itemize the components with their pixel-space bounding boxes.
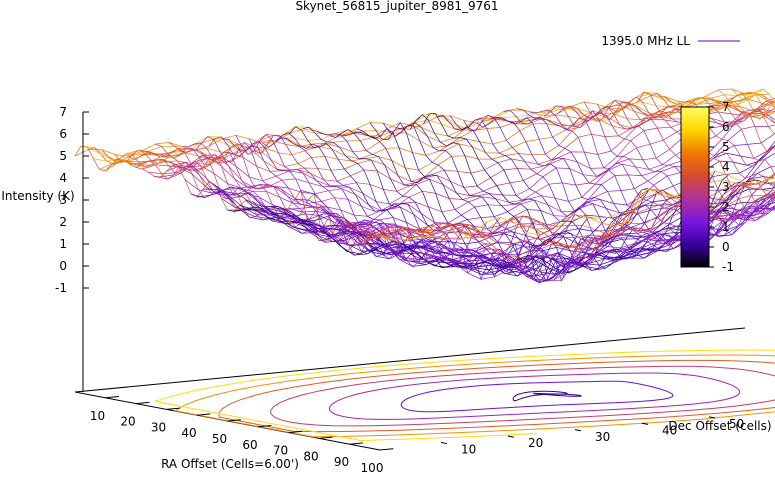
contour-line [270,365,775,427]
contour-line [400,380,674,413]
x-tick [166,407,180,410]
mesh-line [239,187,775,275]
y-tick-label: 40 [662,423,677,437]
y-tick-label: 10 [461,443,476,457]
mesh-line [233,179,775,274]
x-tick-label: 80 [303,449,318,463]
colorbar-tick-label: 1 [722,220,730,234]
mesh-line [87,90,758,161]
x-tick [105,396,119,399]
colorbar-tick-label: 0 [722,240,730,254]
z-axis: -1 0 1 2 3 4 5 6 7 [55,105,89,392]
mesh-line [129,102,775,182]
chart-title: Skynet_56815_jupiter_8981_9761 [295,0,498,13]
colorbar-tick-label: 2 [722,200,730,214]
mesh-line [610,103,775,188]
contour-line [154,349,775,442]
y-axis-label: Dec Offset (cells) [668,419,771,433]
colorbar-tick-label: 3 [722,180,730,194]
y-tick-label: 20 [528,436,543,450]
x-tick-label: 90 [334,455,349,469]
mesh-line [318,206,775,281]
colorbar-gradient [680,106,710,268]
x-tick [379,448,394,451]
mesh-line [503,109,775,239]
x-tick-label: 50 [212,432,227,446]
contour-line [328,372,741,420]
x-tick-label: 20 [120,415,135,429]
z-tick-label: 2 [59,215,67,229]
z-tick-label: 1 [59,237,67,251]
x-tick-label: 70 [273,444,288,458]
mesh-line [704,92,775,120]
contour-lines [154,349,775,442]
x-tick [257,425,272,428]
mesh-line [664,96,775,135]
x-tick [349,442,363,445]
mesh-line [677,97,775,124]
colorbar-tick-label: 6 [722,120,730,134]
colorbar-tick-label: 7 [722,100,730,114]
mesh-line [294,199,775,268]
surface-mesh [74,88,775,284]
z-tick-label: 4 [59,171,67,185]
y-tick [440,441,448,445]
y-tick-label: 50 [729,417,744,431]
x-tick-label: 30 [151,420,166,434]
base-plane [74,327,746,451]
x-tick [318,436,333,439]
mesh-line [337,191,775,263]
x-tick [288,430,302,434]
colorbar-tick-label: 5 [722,140,730,154]
x-tick [196,413,211,416]
x-tick-label: 100 [361,461,384,475]
mesh-line [331,194,775,266]
contour-line [512,390,582,402]
colorbar-tick-label: -1 [722,260,734,274]
x-axis-label: RA Offset (Cells=6.00') [161,457,299,471]
x-tick-label: 40 [181,426,196,440]
y-tick-label: 30 [595,430,610,444]
mesh-line [379,170,775,241]
x-tick [227,419,241,422]
mesh-line [282,202,775,274]
y-tick [641,422,649,425]
mesh-line [264,196,775,277]
mesh-line [355,186,775,247]
mesh-line [276,194,775,277]
mesh-line [343,193,775,257]
z-tick-label: 3 [59,193,67,207]
y-tick [507,435,515,438]
x-tick [135,401,150,405]
z-tick-label: -1 [55,281,67,295]
z-tick-label: 7 [59,105,67,119]
colorbar-tick-label: 4 [722,160,730,174]
colorbar: -1 0 1 2 3 4 5 6 7 [680,100,734,274]
y-tick [574,429,582,432]
mesh-line [583,99,775,212]
legend: 1395.0 MHz LL [601,34,740,48]
legend-label: 1395.0 MHz LL [601,34,690,48]
mesh-line [270,193,775,274]
mesh-line [624,96,775,176]
mesh-line [324,201,775,272]
y-tick [708,416,716,419]
x-tick-label: 10 [90,409,105,423]
x-axis-ticks: 10 20 30 40 50 60 70 80 90 100 [90,396,394,475]
contour-line [218,359,775,433]
mesh-line [651,92,775,152]
contour-line [174,354,775,438]
z-axis-label: Intensity (K) [1,189,74,203]
z-tick-label: 0 [59,259,67,273]
mesh-line [597,102,775,199]
z-tick-label: 5 [59,149,67,163]
mesh-line [570,106,775,217]
z-tick-label: 6 [59,127,67,141]
mesh-line [691,98,775,118]
mesh-line [717,89,775,114]
x-tick-label: 60 [242,438,257,452]
